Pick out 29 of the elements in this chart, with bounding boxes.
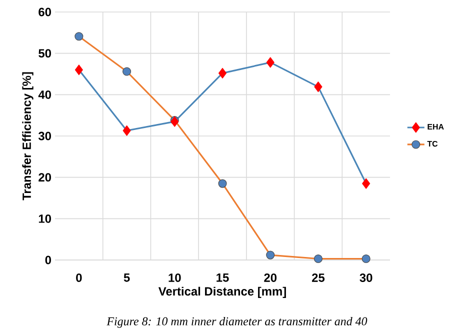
x-tick-label: 25 (312, 273, 325, 282)
point (266, 57, 274, 68)
y-tick-label: 50 (38, 49, 51, 58)
point (74, 32, 84, 41)
point (218, 179, 227, 188)
y-tick-label: 60 (38, 8, 51, 16)
point (314, 82, 322, 92)
y-tick-label: 10 (38, 214, 51, 223)
y-tick-label: 0 (45, 256, 51, 264)
y-tick-label: 30 (38, 132, 51, 140)
x-tick-label: 20 (264, 273, 277, 282)
point (362, 178, 370, 189)
point (314, 254, 323, 264)
x-tick-label: 30 (360, 273, 372, 282)
point (122, 67, 132, 76)
point (362, 254, 370, 264)
point (266, 250, 275, 260)
y-tick-label: 20 (38, 173, 51, 182)
x-tick-label: 5 (124, 273, 130, 282)
x-axis-title: Vertical Distance [mm] (158, 286, 286, 298)
x-tick-label: 0 (76, 273, 82, 282)
point (122, 125, 131, 136)
x-tick-label: 10 (168, 273, 181, 282)
x-tick-label: 15 (216, 273, 229, 282)
y-axis-title: Transfer Efficiency [%] (22, 72, 34, 200)
y-tick-label: 40 (38, 90, 51, 99)
point (218, 68, 227, 78)
point (74, 64, 83, 76)
caption: Figure 8: 10 mm inner diameter as transmitter and 40 (106, 316, 368, 328)
